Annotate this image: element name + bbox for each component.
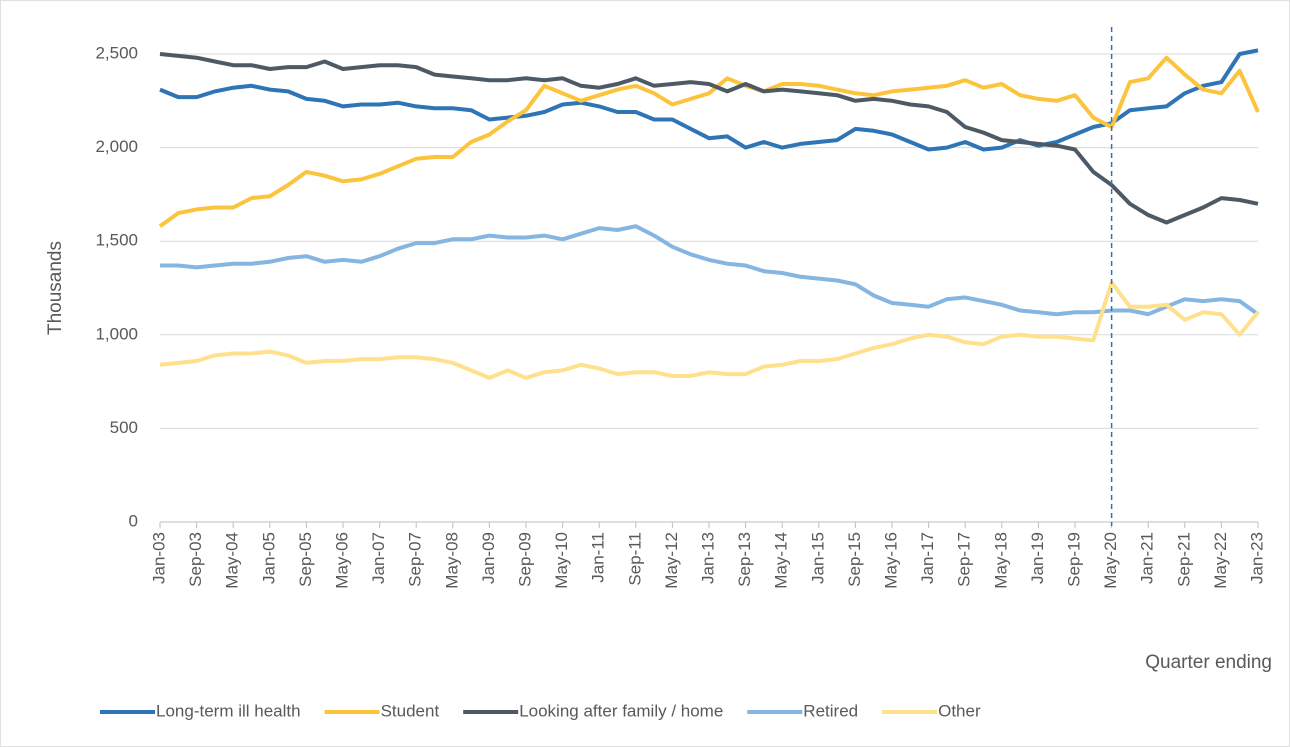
x-tick-label: Sep-05 (296, 532, 315, 587)
y-tick-label: 0 (129, 511, 138, 530)
y-tick-label: 1,500 (95, 231, 138, 250)
x-tick-label: May-22 (1211, 532, 1230, 589)
line-series (159, 280, 1260, 380)
x-tick-label: May-18 (991, 532, 1010, 589)
legend-label: Student (381, 701, 440, 720)
x-tick-label: May-16 (881, 532, 900, 589)
x-tick-label: May-08 (442, 532, 461, 589)
x-tick-label: Jan-11 (589, 532, 608, 583)
line-series (160, 224, 1260, 317)
legend-label: Other (938, 701, 981, 720)
legend-label: Looking after family / home (519, 701, 723, 720)
x-tick-label: Jan-03 (149, 532, 168, 584)
y-tick-label: 1,000 (95, 324, 138, 343)
x-tick-label: Jan-21 (1138, 532, 1157, 584)
x-tick-label: Jan-07 (369, 532, 388, 584)
legend-label: Long-term ill health (156, 701, 301, 720)
x-tick-label: May-14 (772, 532, 791, 589)
x-tick-label: Jan-09 (479, 532, 498, 584)
x-tick-label: Sep-07 (406, 532, 425, 587)
x-tick-label: May-12 (662, 532, 681, 589)
x-tick-label: Sep-03 (186, 532, 205, 587)
x-axis-title: Quarter ending (1145, 652, 1272, 673)
x-tick-label: Jan-19 (1028, 532, 1047, 584)
x-tick-label: Jan-23 (1247, 532, 1266, 584)
y-tick-label: 2,000 (95, 137, 138, 156)
line-series (159, 52, 1259, 225)
x-tick-label: Sep-13 (735, 532, 754, 587)
x-tick-label: Jan-15 (808, 532, 827, 584)
x-tick-label: Jan-05 (259, 532, 278, 584)
legend-label: Retired (803, 701, 858, 720)
x-tick-label: Sep-17 (955, 532, 974, 587)
x-tick-label: May-06 (332, 532, 351, 589)
x-tick-label: Jan-17 (918, 532, 937, 584)
y-tick-label: 500 (110, 418, 138, 437)
x-tick-label: Sep-15 (845, 532, 864, 587)
x-tick-label: May-04 (223, 532, 242, 589)
x-tick-label: Sep-19 (1064, 532, 1083, 587)
y-tick-label: 2,500 (95, 43, 138, 62)
x-tick-label: May-20 (1101, 532, 1120, 589)
y-axis-title: Thousands (45, 241, 66, 335)
line-series (159, 48, 1259, 152)
line-series (158, 55, 1260, 228)
x-tick-label: Sep-11 (625, 532, 644, 586)
x-tick-label: Sep-09 (515, 532, 534, 587)
x-tick-label: Sep-21 (1174, 532, 1193, 587)
x-tick-label: May-10 (552, 532, 571, 589)
x-tick-label: Jan-13 (698, 532, 717, 584)
